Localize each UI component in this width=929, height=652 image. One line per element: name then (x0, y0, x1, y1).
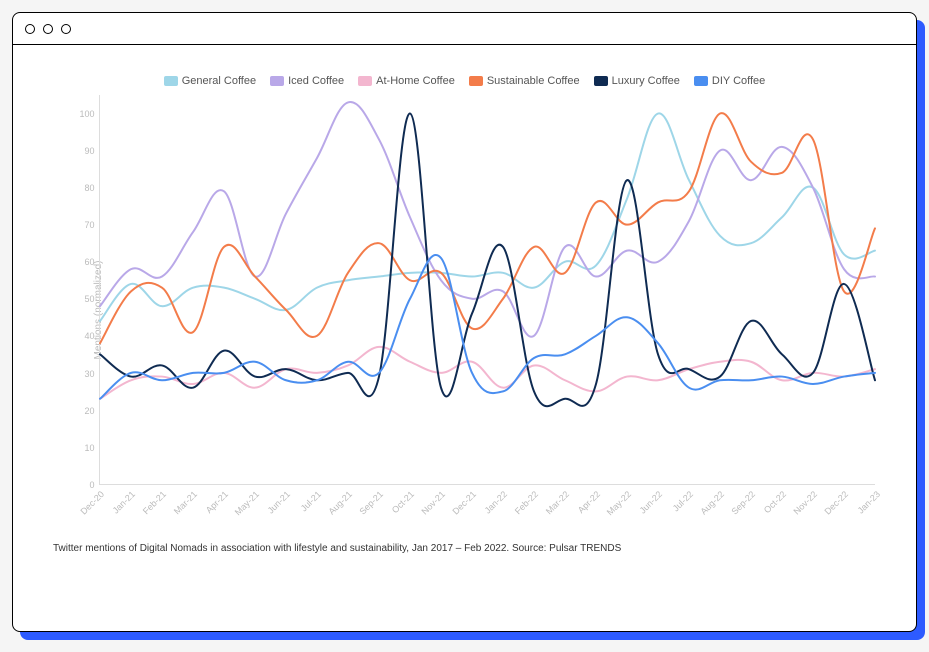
x-tick: Jul-21 (298, 489, 322, 513)
series-line (100, 113, 875, 343)
y-tick: 100 (75, 109, 95, 119)
x-tick: Mar-21 (171, 489, 198, 516)
x-tick: Aug-21 (326, 489, 354, 517)
line-svg (100, 95, 875, 484)
y-tick: 40 (75, 331, 95, 341)
x-tick: Jun-22 (638, 489, 665, 516)
legend-item: General Coffee (164, 75, 256, 87)
x-tick: Apr-22 (576, 489, 602, 515)
x-tick: Dec-22 (823, 489, 851, 517)
caption: Twitter mentions of Digital Nomads in as… (53, 543, 886, 554)
window-control-dot (25, 24, 35, 34)
x-ticks: Dec-20Jan-21Feb-21Mar-21Apr-21May-21Jun-… (99, 485, 875, 525)
legend-swatch (694, 76, 708, 86)
x-tick: Sep-22 (730, 489, 758, 517)
x-tick: Sep-21 (357, 489, 385, 517)
legend-label: Luxury Coffee (612, 75, 680, 87)
legend-label: DIY Coffee (712, 75, 765, 87)
x-tick: Dec-21 (450, 489, 478, 517)
window-control-dot (43, 24, 53, 34)
legend-item: Sustainable Coffee (469, 75, 580, 87)
legend-item: Luxury Coffee (594, 75, 680, 87)
chart-area: Mentions (normalized) 010203040506070809… (55, 95, 875, 525)
chart-content: General Coffee Iced Coffee At-Home Coffee S… (13, 45, 916, 564)
series-line (100, 113, 875, 321)
legend-label: General Coffee (182, 75, 256, 87)
titlebar (13, 13, 916, 45)
window-control-dot (61, 24, 71, 34)
y-tick: 60 (75, 257, 95, 267)
legend-swatch (358, 76, 372, 86)
y-tick: 20 (75, 406, 95, 416)
x-tick: Mar-22 (544, 489, 571, 516)
legend-swatch (164, 76, 178, 86)
y-tick: 30 (75, 369, 95, 379)
x-tick: May-21 (232, 489, 260, 517)
y-tick: 10 (75, 443, 95, 453)
x-tick: Nov-22 (792, 489, 820, 517)
x-tick: May-22 (605, 489, 633, 517)
legend-item: At-Home Coffee (358, 75, 455, 87)
x-tick: Dec-20 (78, 489, 106, 517)
legend-item: Iced Coffee (270, 75, 344, 87)
legend-swatch (594, 76, 608, 86)
x-tick: Feb-22 (513, 489, 540, 516)
x-tick: Oct-21 (390, 489, 416, 515)
series-line (100, 102, 875, 337)
legend-swatch (270, 76, 284, 86)
x-tick: Apr-21 (204, 489, 230, 515)
y-tick: 50 (75, 294, 95, 304)
y-tick: 0 (75, 480, 95, 490)
x-tick: Jan-23 (855, 489, 882, 516)
legend: General Coffee Iced Coffee At-Home Coffee S… (43, 75, 886, 87)
legend-item: DIY Coffee (694, 75, 765, 87)
legend-label: At-Home Coffee (376, 75, 455, 87)
x-tick: Oct-22 (762, 489, 788, 515)
x-tick: Nov-21 (419, 489, 447, 517)
browser-window: General Coffee Iced Coffee At-Home Coffee S… (12, 12, 917, 632)
y-tick: 70 (75, 220, 95, 230)
series-line (100, 255, 875, 399)
shadow-card: General Coffee Iced Coffee At-Home Coffee S… (20, 20, 925, 640)
x-tick: Jul-22 (671, 489, 695, 513)
x-tick: Jan-22 (483, 489, 510, 516)
x-tick: Feb-21 (140, 489, 167, 516)
legend-swatch (469, 76, 483, 86)
legend-label: Sustainable Coffee (487, 75, 580, 87)
x-tick: Aug-22 (699, 489, 727, 517)
y-tick: 90 (75, 146, 95, 156)
x-tick: Jun-21 (265, 489, 292, 516)
legend-label: Iced Coffee (288, 75, 344, 87)
y-tick: 80 (75, 183, 95, 193)
plot-area (99, 95, 875, 485)
x-tick: Jan-21 (110, 489, 137, 516)
